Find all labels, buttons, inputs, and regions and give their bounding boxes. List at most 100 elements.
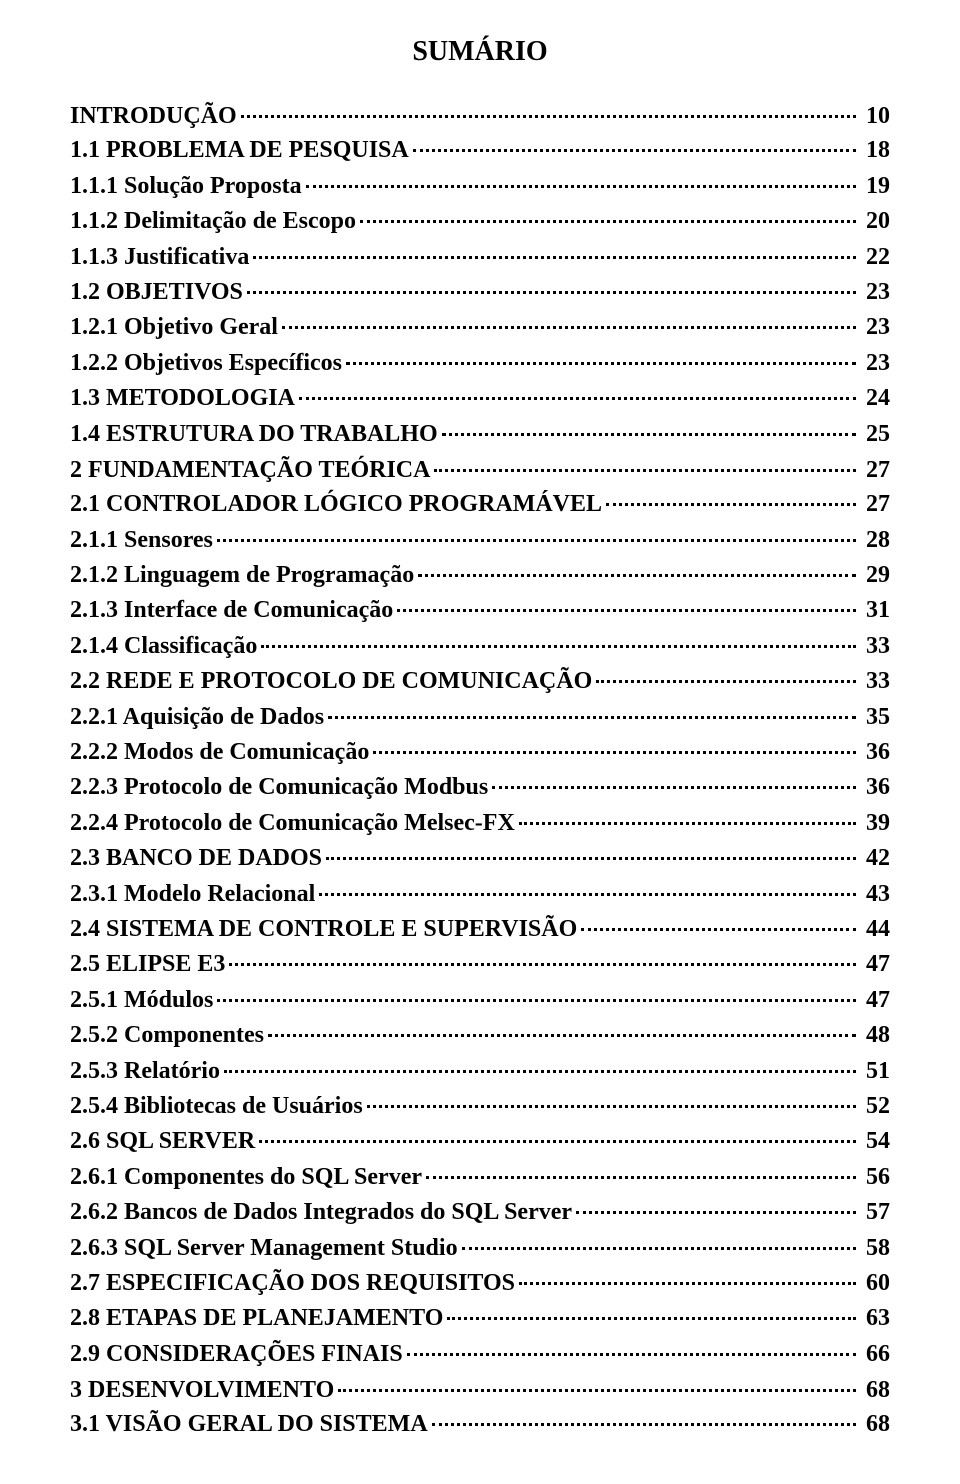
- toc-entry-label: 2.9 CONSIDERAÇÕES FINAIS: [70, 1338, 403, 1370]
- toc-leader-dots: [247, 280, 856, 294]
- toc-entry-label: 2.2.4 Protocolo de Comunicação Melsec-FX: [70, 807, 515, 839]
- toc-leader-dots: [319, 881, 856, 895]
- toc-entry-label: 2.5.1 Módulos: [70, 984, 213, 1016]
- toc-entry: INTRODUÇÃO 10: [70, 100, 890, 132]
- toc-entry: 2.2.1 Aquisição de Dados35: [70, 701, 890, 733]
- toc-entry: 2.6.2 Bancos de Dados Integrados do SQL …: [70, 1196, 890, 1228]
- toc-entry-label: 3 DESENVOLVIMENTO: [70, 1374, 334, 1406]
- toc-entry: 2.1 CONTROLADOR LÓGICO PROGRAMÁVEL27: [70, 488, 890, 520]
- toc-entry: 1.3 METODOLOGIA24: [70, 382, 890, 414]
- toc-leader-dots: [326, 846, 856, 860]
- toc-entry-label: 2.4 SISTEMA DE CONTROLE E SUPERVISÃO: [70, 913, 577, 945]
- toc-leader-dots: [241, 104, 856, 118]
- toc-entry-label: 2.1.3 Interface de Comunicação: [70, 594, 393, 626]
- toc-leader-dots: [217, 987, 856, 1001]
- toc-leader-dots: [519, 810, 856, 824]
- toc-entry-label: 1.2 OBJETIVOS: [70, 276, 243, 308]
- toc-leader-dots: [306, 173, 856, 187]
- toc-entry-label: 2.2.1 Aquisição de Dados: [70, 701, 324, 733]
- toc-entry: 2.6.3 SQL Server Management Studio58: [70, 1232, 890, 1264]
- toc-leader-dots: [447, 1306, 856, 1320]
- toc-entry: 3 DESENVOLVIMENTO68: [70, 1374, 890, 1406]
- toc-entry: 2.1.3 Interface de Comunicação31: [70, 594, 890, 626]
- toc-entry: 2.1.2 Linguagem de Programação29: [70, 559, 890, 591]
- toc-leader-dots: [229, 952, 856, 966]
- toc-leader-dots: [360, 209, 856, 223]
- toc-entry-label: INTRODUÇÃO: [70, 100, 237, 132]
- toc-entry-page: 36: [860, 736, 890, 768]
- toc-entry-page: 23: [860, 347, 890, 379]
- toc-entry: 1.1.2 Delimitação de Escopo20: [70, 205, 890, 237]
- toc-entry-label: 2.6.1 Componentes do SQL Server: [70, 1161, 422, 1193]
- toc-entry-label: 2.5.4 Bibliotecas de Usuários: [70, 1090, 363, 1122]
- toc-entry-label: 1.2.2 Objetivos Específicos: [70, 347, 342, 379]
- toc-entry-label: 2.2.3 Protocolo de Comunicação Modbus: [70, 771, 488, 803]
- toc-entry: 2.6 SQL SERVER54: [70, 1125, 890, 1157]
- toc-leader-dots: [596, 669, 856, 683]
- toc-entry-page: 19: [860, 170, 890, 202]
- toc-entry-label: 2.5.2 Componentes: [70, 1019, 264, 1051]
- toc-entry: 2.2.4 Protocolo de Comunicação Melsec-FX…: [70, 807, 890, 839]
- toc-entry-page: 56: [860, 1161, 890, 1193]
- toc-leader-dots: [407, 1341, 856, 1355]
- toc-entry: 2.5.3 Relatório51: [70, 1055, 890, 1087]
- toc-leader-dots: [519, 1271, 856, 1285]
- toc-entry: 1.1 PROBLEMA DE PESQUISA18: [70, 134, 890, 166]
- toc-entry-page: 52: [860, 1090, 890, 1122]
- toc-entry-page: 10: [860, 100, 890, 132]
- toc-entry: 1.2.2 Objetivos Específicos 23: [70, 347, 890, 379]
- toc-entry: 1.2.1 Objetivo Geral23: [70, 311, 890, 343]
- toc-entry-page: 48: [860, 1019, 890, 1051]
- toc-leader-dots: [434, 458, 856, 472]
- toc-entry-label: 2.6 SQL SERVER: [70, 1125, 255, 1157]
- toc-entry: 2.9 CONSIDERAÇÕES FINAIS 66: [70, 1338, 890, 1370]
- toc-entry-label: 2.1 CONTROLADOR LÓGICO PROGRAMÁVEL: [70, 488, 602, 520]
- toc-entry-page: 47: [860, 948, 890, 980]
- toc-entry-page: 58: [860, 1232, 890, 1264]
- toc-leader-dots: [462, 1235, 856, 1249]
- toc-leader-dots: [432, 1412, 856, 1426]
- toc-entry: 3.1 VISÃO GERAL DO SISTEMA68: [70, 1408, 890, 1440]
- toc-entry-label: 2.1.1 Sensores: [70, 524, 213, 556]
- toc-container: INTRODUÇÃO 101.1 PROBLEMA DE PESQUISA18 1.…: [70, 100, 890, 1441]
- toc-entry-label: 1.1.2 Delimitação de Escopo: [70, 205, 356, 237]
- toc-leader-dots: [259, 1129, 856, 1143]
- toc-entry-page: 18: [860, 134, 890, 166]
- toc-entry: 2.1.1 Sensores28: [70, 524, 890, 556]
- toc-entry-label: 1.1.3 Justificativa: [70, 241, 249, 273]
- toc-entry: 2.3 BANCO DE DADOS42: [70, 842, 890, 874]
- toc-entry-page: 25: [860, 418, 890, 450]
- toc-leader-dots: [261, 633, 856, 647]
- toc-entry: 2.3.1 Modelo Relacional43: [70, 878, 890, 910]
- toc-entry-page: 27: [860, 454, 890, 486]
- toc-entry-page: 44: [860, 913, 890, 945]
- toc-entry-label: 2.2.2 Modos de Comunicação: [70, 736, 369, 768]
- toc-entry-page: 57: [860, 1196, 890, 1228]
- toc-entry-label: 3.1 VISÃO GERAL DO SISTEMA: [70, 1408, 428, 1440]
- toc-entry: 2 FUNDAMENTAÇÃO TEÓRICA 27: [70, 454, 890, 486]
- toc-leader-dots: [253, 244, 856, 258]
- toc-entry-label: 2.7 ESPECIFICAÇÃO DOS REQUISITOS: [70, 1267, 515, 1299]
- toc-leader-dots: [373, 740, 856, 754]
- toc-entry-page: 47: [860, 984, 890, 1016]
- toc-entry-page: 66: [860, 1338, 890, 1370]
- toc-entry-label: 2.1.2 Linguagem de Programação: [70, 559, 414, 591]
- toc-entry: 2.4 SISTEMA DE CONTROLE E SUPERVISÃO 44: [70, 913, 890, 945]
- toc-entry: 2.8 ETAPAS DE PLANEJAMENTO63: [70, 1302, 890, 1334]
- toc-entry: 1.1.1 Solução Proposta19: [70, 170, 890, 202]
- toc-entry-page: 22: [860, 241, 890, 273]
- toc-entry-page: 23: [860, 276, 890, 308]
- toc-entry-label: 2.1.4 Classificação: [70, 630, 257, 662]
- toc-entry: 2.7 ESPECIFICAÇÃO DOS REQUISITOS 60: [70, 1267, 890, 1299]
- toc-entry-page: 24: [860, 382, 890, 414]
- toc-entry-label: 2 FUNDAMENTAÇÃO TEÓRICA: [70, 454, 430, 486]
- toc-entry-page: 60: [860, 1267, 890, 1299]
- toc-entry: 2.6.1 Componentes do SQL Server 56: [70, 1161, 890, 1193]
- toc-entry-page: 36: [860, 771, 890, 803]
- toc-leader-dots: [442, 421, 856, 435]
- toc-leader-dots: [217, 527, 856, 541]
- toc-entry: 2.5.1 Módulos 47: [70, 984, 890, 1016]
- toc-entry-page: 43: [860, 878, 890, 910]
- page-title: SUMÁRIO: [70, 36, 890, 68]
- toc-entry: 2.5.4 Bibliotecas de Usuários 52: [70, 1090, 890, 1122]
